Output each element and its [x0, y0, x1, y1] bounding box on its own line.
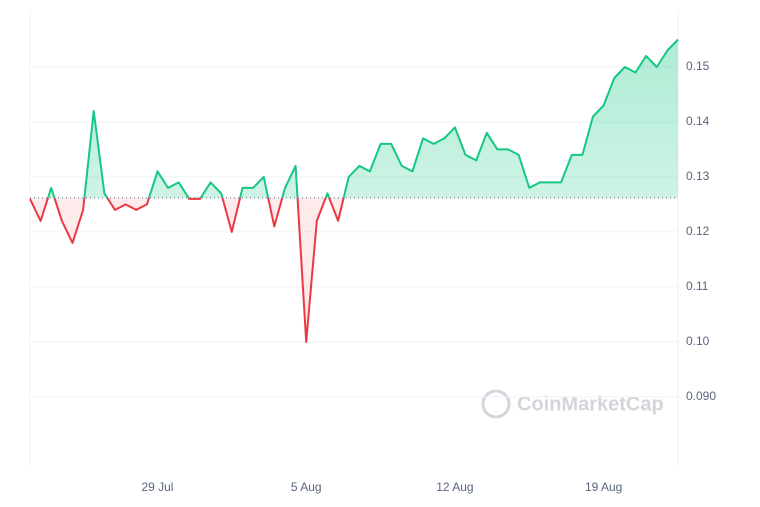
x-tick-label: 5 Aug [291, 480, 322, 494]
x-tick-label: 19 Aug [585, 480, 622, 494]
y-tick-label: 0.11 [686, 279, 709, 293]
y-tick-label: 0.12 [686, 224, 710, 238]
price-line-down [29, 197, 345, 343]
y-tick-label: 0.15 [686, 59, 710, 73]
x-tick-label: 12 Aug [436, 480, 473, 494]
y-tick-label: 0.14 [686, 114, 710, 128]
x-tick-label: 29 Jul [141, 480, 173, 494]
area-up [48, 39, 678, 198]
watermark-text: CoinMarketCap [517, 393, 664, 415]
price-line-up [46, 38, 679, 198]
y-tick-label: 0.13 [686, 169, 710, 183]
y-tick-label: 0.10 [686, 334, 710, 348]
y-tick-label: 0.090 [686, 389, 716, 403]
watermark: CoinMarketCap [481, 389, 664, 419]
